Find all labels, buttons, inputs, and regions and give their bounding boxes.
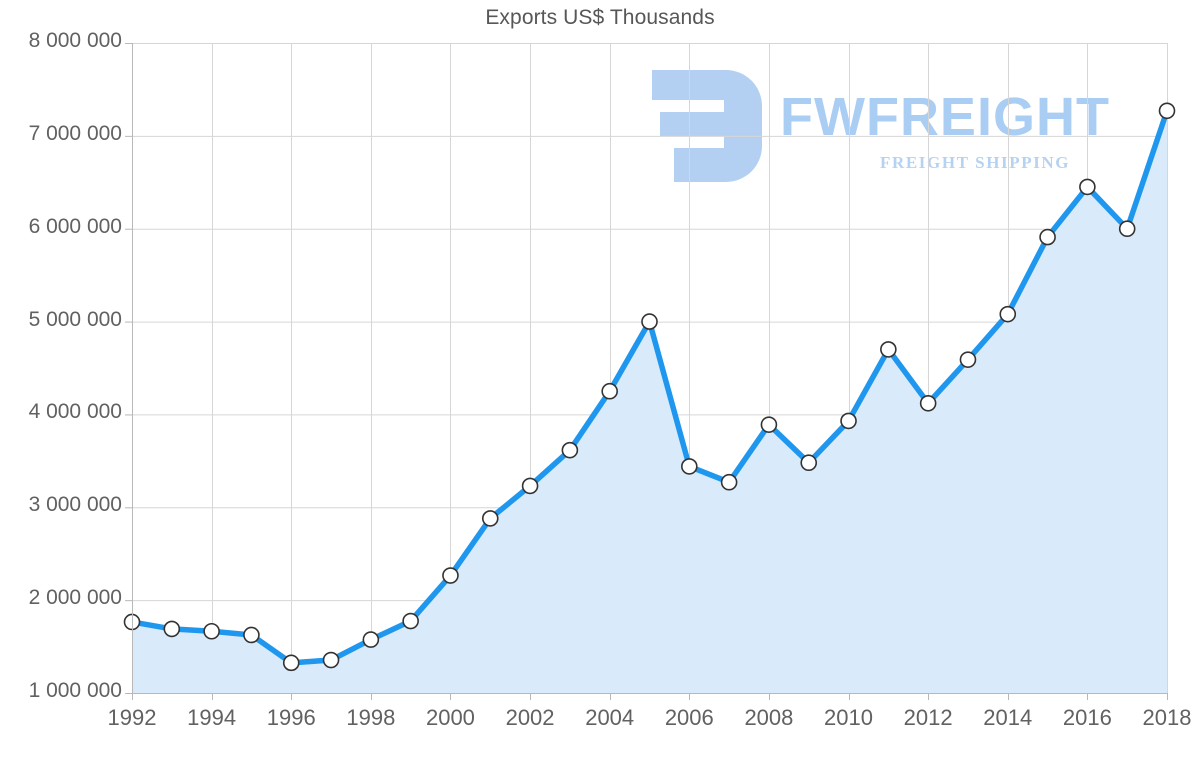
chart-title: Exports US$ Thousands: [485, 6, 715, 29]
x-axis-tick-label: 2004: [585, 705, 635, 730]
x-axis-tick-label: 2018: [1142, 705, 1192, 730]
data-point-marker[interactable]: 1998: 1575000: [362, 631, 380, 648]
x-axis-tick-label: 2006: [664, 705, 714, 730]
x-axis-tick-label: 2016: [1062, 705, 1112, 730]
series-area-fwfreight-exports: [132, 110, 1167, 694]
x-axis-tick-label: 1998: [346, 705, 396, 730]
data-point-marker[interactable]: 2003: 3615000: [561, 441, 579, 459]
y-axis-tick-label: 2 000 000: [28, 586, 122, 610]
y-axis-tick-label: 1 000 000: [28, 679, 122, 702]
data-point-marker[interactable]: 2018: 7270000: [1158, 102, 1176, 120]
data-point-marker[interactable]: 2012: 4120000: [919, 394, 937, 412]
data-point-marker[interactable]: 1994: 1665000: [203, 622, 220, 640]
data-point-marker[interactable]: 2015: 5910000: [1039, 228, 1056, 246]
data-point-marker[interactable]: 1996: 1325000: [282, 654, 300, 672]
data-point-marker[interactable]: 1995: 1625000: [243, 626, 260, 644]
data-point-marker[interactable]: 1999: 1775000: [402, 612, 419, 630]
data-point-marker[interactable]: 2006: 3440000: [681, 458, 698, 475]
x-axis-tick-label: 1994: [187, 705, 237, 730]
data-point-marker[interactable]: 2001: 2880000: [481, 510, 499, 527]
y-axis-tick-label: 4 000 000: [28, 400, 122, 424]
x-axis-tick-label: 1996: [266, 705, 316, 730]
data-point-marker[interactable]: 2009: 3480000: [800, 454, 818, 472]
data-point-marker[interactable]: 2007: 3270000: [720, 473, 738, 491]
y-axis-tick-label: 6 000 000: [28, 214, 122, 238]
data-point-marker[interactable]: 2008: 3890000: [760, 416, 778, 433]
area-fill: [132, 110, 1167, 694]
data-point-marker[interactable]: 2016: 6450000: [1079, 178, 1096, 196]
x-axis-tick-label: 2002: [505, 705, 555, 730]
x-axis-tick-label: 2014: [983, 705, 1033, 730]
data-point-marker[interactable]: 2014: 5080000: [999, 305, 1017, 323]
data-point-marker[interactable]: 2010: 3930000: [840, 412, 857, 430]
x-axis-tick-label: 2012: [903, 705, 953, 730]
data-point-marker[interactable]: 1993: 1690000: [163, 620, 181, 638]
axis-lines: [125, 43, 1168, 700]
y-axis-tick-label: 3 000 000: [28, 493, 122, 517]
data-point-marker[interactable]: 2011: 4700000: [880, 341, 897, 358]
x-axis-tick-label: 1992: [107, 705, 157, 730]
data-point-marker[interactable]: 2004: 4250000: [601, 382, 618, 400]
data-point-marker[interactable]: 2013: 4590000: [959, 351, 977, 368]
data-markers: 1992: 17650001993: 16900001994: 16650001…: [123, 102, 1176, 672]
y-axis-tick-label: 8 000 000: [28, 29, 122, 52]
y-axis-tick-label: 5 000 000: [28, 307, 122, 331]
data-point-marker[interactable]: 2002: 3230000: [521, 477, 539, 495]
data-point-marker[interactable]: 1997: 1355000: [322, 651, 340, 669]
y-axis-tick-label: 7 000 000: [28, 121, 122, 145]
x-axis-tick-label: 2000: [425, 705, 475, 730]
x-axis-tick-label: 2008: [744, 705, 794, 730]
x-axis-tick-label: 2010: [824, 705, 873, 730]
data-point-marker[interactable]: 2000: 2265000: [442, 567, 459, 584]
